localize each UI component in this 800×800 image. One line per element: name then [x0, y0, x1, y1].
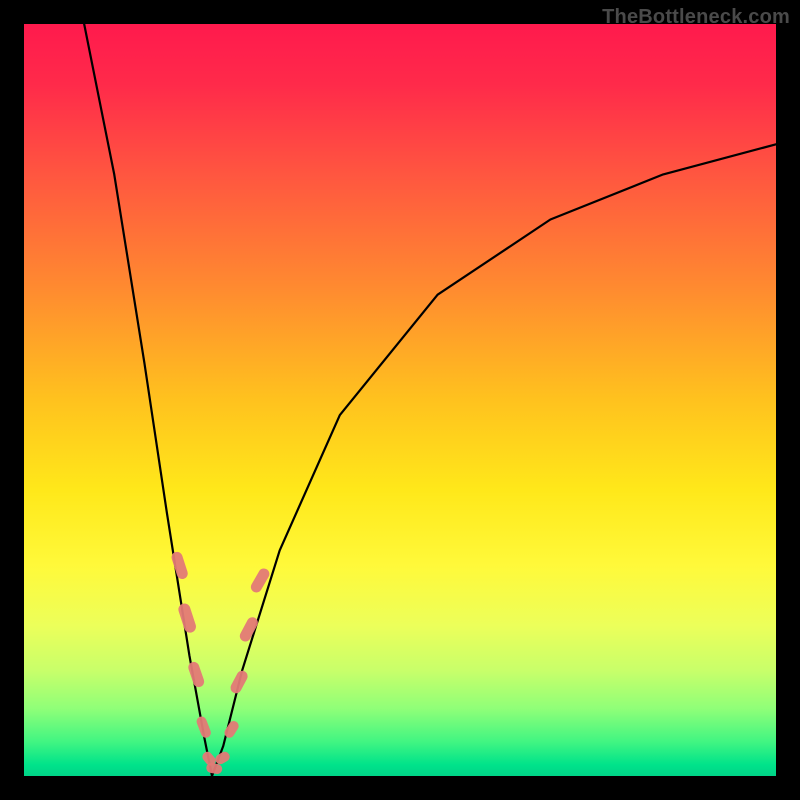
- chart-root: TheBottleneck.com: [0, 0, 800, 800]
- plot-background: [24, 24, 776, 776]
- watermark-text: TheBottleneck.com: [602, 6, 790, 29]
- chart-svg: [0, 0, 800, 800]
